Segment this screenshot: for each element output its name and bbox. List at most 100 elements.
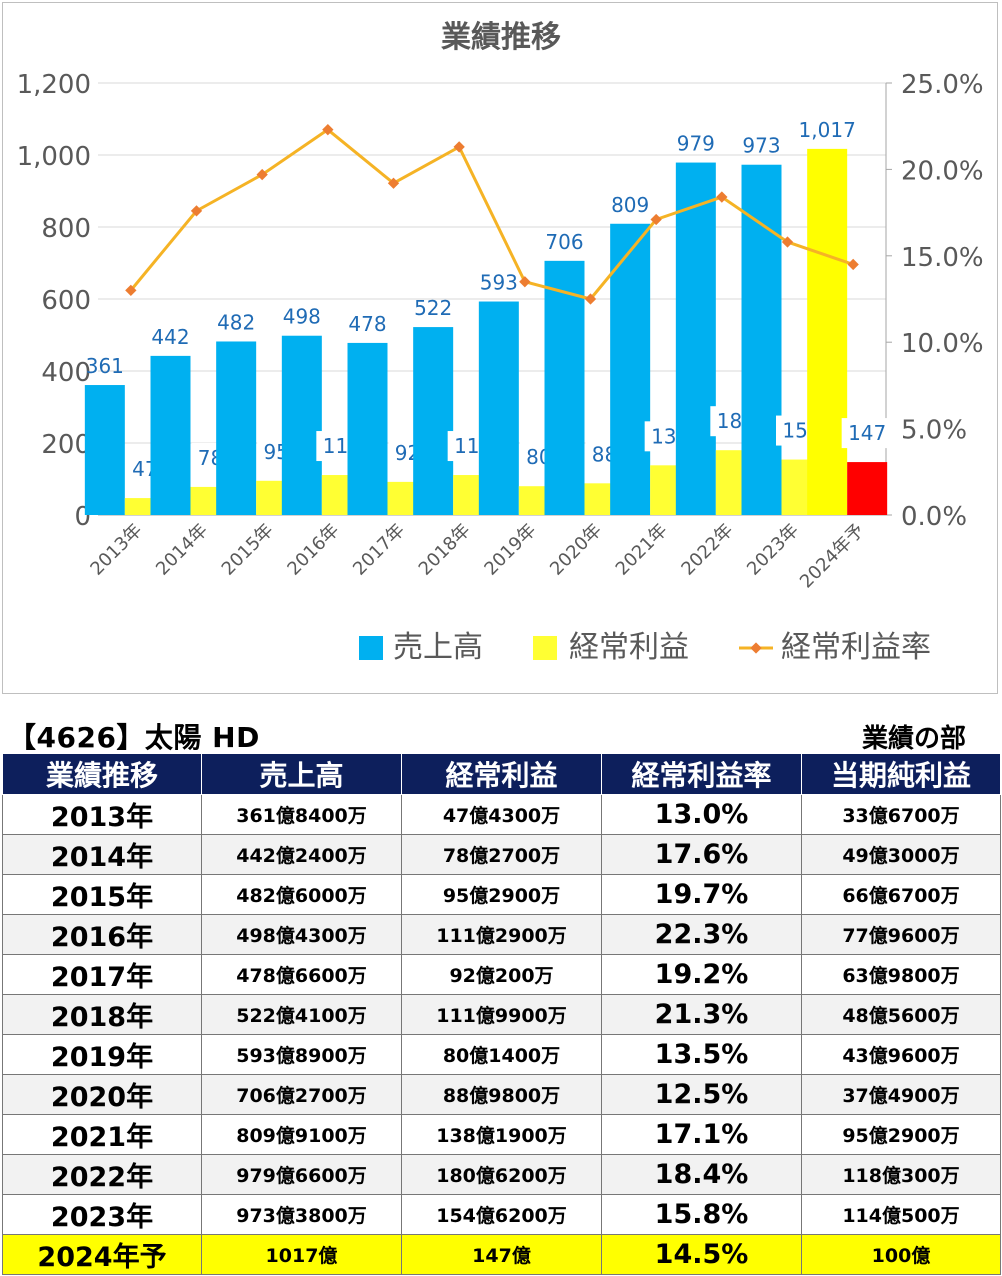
cell-sales: 478億6600万 — [201, 954, 402, 995]
table-row: 2015年 482億6000万 95億2900万 19.7% 66億6700万 — [2, 874, 1001, 915]
cell-ordinary-profit: 47億4300万 — [401, 794, 602, 835]
line-marker — [453, 141, 465, 153]
legend-label-ordinary-profit: 経常利益 — [569, 630, 689, 665]
stock-title: 【4626】太陽 HD — [8, 721, 260, 754]
x-tick-label: 2021年 — [612, 520, 672, 580]
header-margin: 経常利益率 — [601, 753, 802, 795]
legend-swatch-sales — [359, 636, 383, 660]
line-marker — [847, 258, 859, 271]
cell-ordinary-profit: 80億1400万 — [401, 1034, 602, 1075]
x-tick-label: 2023年 — [743, 520, 803, 580]
cell-ordinary-profit: 111億9900万 — [401, 994, 602, 1035]
line-marker — [190, 205, 203, 217]
y-left-tick-label: 600 — [41, 286, 91, 316]
cell-year: 2022年 — [2, 1154, 202, 1195]
x-tick-label: 2016年 — [283, 520, 343, 580]
data-label-sales: 482 — [217, 310, 255, 334]
data-label-sales: 973 — [742, 134, 780, 158]
y-left-tick-label: 200 — [41, 430, 91, 460]
cell-sales: 442億2400万 — [201, 834, 402, 875]
cell-year: 2015年 — [2, 874, 202, 915]
y-right-tick-label: 25.0% — [901, 70, 984, 100]
results-table: 業績推移 売上高 経常利益 経常利益率 当期純利益 2013年 361億8400万… — [2, 753, 1001, 1275]
cell-net-profit: 33億6700万 — [801, 794, 1001, 835]
bar-sales — [281, 335, 322, 515]
cell-margin: 15.8% — [601, 1194, 802, 1235]
chart-title: 業績推移 — [441, 20, 561, 55]
data-label-sales: 498 — [283, 305, 321, 329]
table-row: 2019年 593億8900万 80億1400万 13.5% 43億9600万 — [2, 1034, 1001, 1075]
legend-marker-margin — [750, 642, 762, 654]
data-label-sales: 478 — [348, 312, 386, 336]
header-net-profit: 当期純利益 — [801, 753, 1001, 795]
x-tick-label: 2018年 — [415, 520, 475, 580]
line-marker — [716, 191, 728, 203]
cell-margin: 19.7% — [601, 874, 802, 915]
cell-margin: 17.1% — [601, 1114, 802, 1155]
header-period: 業績推移 — [2, 753, 202, 795]
data-label-sales: 979 — [677, 132, 715, 156]
table-body: 2013年 361億8400万 47億4300万 13.0% 33億6700万 2014年… — [2, 794, 1001, 1275]
header-ordinary-profit: 経常利益 — [401, 753, 602, 795]
line-marker — [125, 284, 137, 297]
bar-sales — [610, 223, 651, 515]
x-tick-label: 2024年予 — [796, 520, 869, 593]
cell-ordinary-profit: 111億2900万 — [401, 914, 602, 955]
y-left-tick-label: 1,000 — [17, 142, 91, 172]
x-tick-label: 2014年 — [152, 520, 212, 580]
line-ordinary-margin — [129, 127, 854, 301]
cell-year: 2020年 — [2, 1074, 202, 1115]
cell-margin: 17.6% — [601, 834, 802, 875]
table-row: 2022年 979億6600万 180億6200万 18.4% 118億300万 — [2, 1154, 1001, 1195]
cell-sales: 979億6600万 — [201, 1154, 402, 1195]
y-right-tick-label: 20.0% — [901, 156, 984, 186]
cell-margin: 19.2% — [601, 954, 802, 995]
table-row: 2016年 498億4300万 111億2900万 22.3% 77億9600万 — [2, 914, 1001, 955]
cell-net-profit: 77億9600万 — [801, 914, 1001, 955]
y-left-tick-label: 800 — [41, 214, 91, 244]
cell-margin: 22.3% — [601, 914, 802, 955]
bar-sales — [675, 162, 716, 515]
table-row: 2023年 973億3800万 154億6200万 15.8% 114億500万 — [2, 1194, 1001, 1235]
cell-net-profit: 49億3000万 — [801, 834, 1001, 875]
data-label-sales: 522 — [414, 296, 452, 320]
performance-chart: 業績推移 0 200 400 600 800 1,000 1,200 0.0% 5.0% 10.0%… — [2, 2, 998, 694]
cell-sales: 498億4300万 — [201, 914, 402, 955]
bar-sales — [741, 164, 782, 515]
y-left-tick-label: 1,200 — [17, 70, 91, 100]
legend-label-margin: 経常利益率 — [781, 630, 931, 665]
cell-year: 2023年 — [2, 1194, 202, 1235]
legend-label-sales: 売上高 — [393, 630, 483, 665]
cell-net-profit: 100億 — [801, 1234, 1001, 1275]
table-row: 2014年 442億2400万 78億2700万 17.6% 49億3000万 — [2, 834, 1001, 875]
data-label-sales: 809 — [611, 193, 649, 217]
cell-ordinary-profit: 88億9800万 — [401, 1074, 602, 1115]
table-row: 2018年 522億4100万 111億9900万 21.3% 48億5600万 — [2, 994, 1001, 1035]
line-marker — [781, 236, 794, 248]
table-row: 2021年 809億9100万 138億1900万 17.1% 95億2900万 — [2, 1114, 1001, 1155]
data-label-sales: 361 — [86, 354, 124, 378]
cell-sales: 361億8400万 — [201, 794, 402, 835]
cell-year: 2019年 — [2, 1034, 202, 1075]
chart-canvas: 業績推移02004006008001,0001,2000.0%5.0%10.0%… — [17, 20, 984, 665]
cell-year: 2017年 — [2, 954, 202, 995]
x-tick-label: 2019年 — [480, 520, 540, 580]
cell-sales: 1017億 — [201, 1234, 402, 1275]
x-tick-label: 2015年 — [218, 520, 278, 580]
y-right-tick-label: 15.0% — [901, 243, 984, 273]
cell-net-profit: 37億4900万 — [801, 1074, 1001, 1115]
cell-net-profit: 43億9600万 — [801, 1034, 1001, 1075]
bar-sales — [807, 148, 848, 515]
cell-year: 2021年 — [2, 1114, 202, 1155]
cell-net-profit: 118億300万 — [801, 1154, 1001, 1195]
cell-margin: 14.5% — [601, 1234, 802, 1275]
data-label-sales: 593 — [480, 271, 518, 295]
bar-sales — [544, 260, 585, 515]
y-left-tick-label: 400 — [41, 358, 91, 388]
table-row: 2020年 706億2700万 88億9800万 12.5% 37億4900万 — [2, 1074, 1001, 1115]
y-right-tick-label: 0.0% — [901, 502, 967, 532]
line-marker — [584, 293, 597, 305]
data-label-ordinary-profit: 147 — [848, 421, 886, 445]
cell-sales: 809億9100万 — [201, 1114, 402, 1155]
section-label: 業績の部 — [861, 724, 966, 754]
